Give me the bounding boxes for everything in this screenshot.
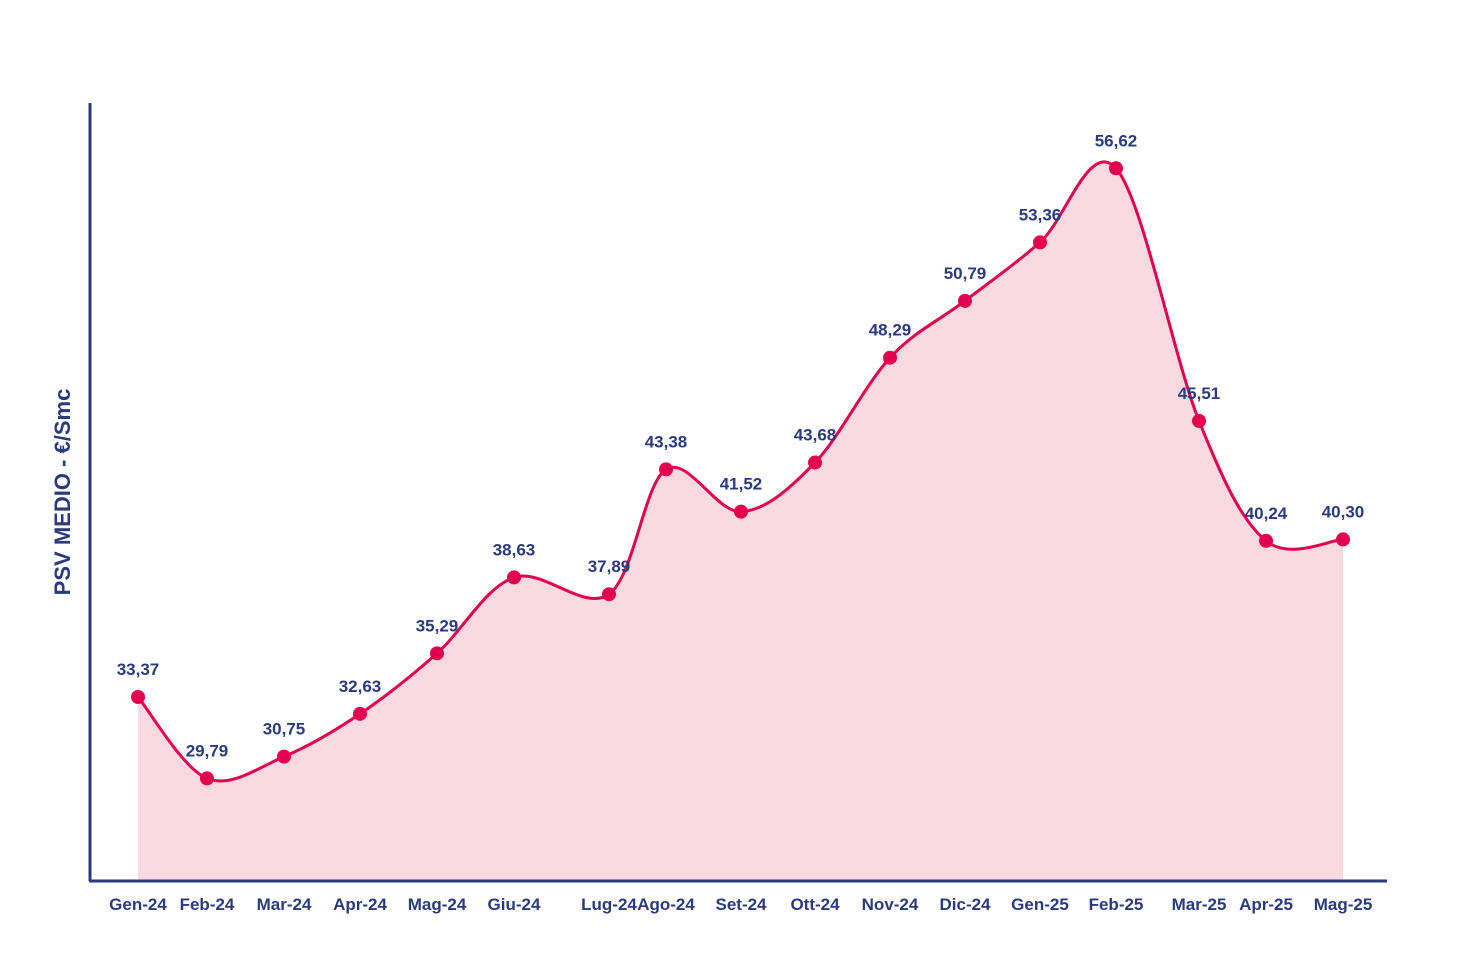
x-tick-label: Ott-24 (790, 895, 840, 914)
x-tick-label: Mar-25 (1172, 895, 1227, 914)
x-tick-label: Nov-24 (862, 895, 919, 914)
data-label: 38,63 (493, 540, 536, 559)
data-label: 43,68 (794, 426, 837, 445)
data-point (602, 587, 616, 602)
data-point (200, 771, 214, 786)
data-point (1259, 533, 1273, 548)
data-point (1336, 532, 1350, 547)
data-label: 41,52 (720, 475, 763, 494)
data-label: 37,89 (588, 557, 631, 576)
x-tick-label: Ago-24 (637, 895, 695, 914)
data-point (1109, 161, 1123, 176)
data-point (808, 455, 822, 470)
data-label: 40,30 (1322, 502, 1365, 521)
data-point (353, 706, 367, 721)
y-axis-title: PSV MEDIO - €/Smc (50, 389, 75, 596)
data-label: 40,24 (1245, 504, 1288, 523)
area-fill (138, 161, 1343, 881)
x-tick-label: Mar-24 (257, 895, 312, 914)
data-labels: 33,37 29,79 30,75 32,63 35,29 38,63 37,89 43,38… (117, 131, 1365, 760)
data-label: 53,36 (1019, 205, 1062, 224)
data-point (507, 570, 521, 585)
data-point (883, 350, 897, 365)
data-point (131, 690, 145, 704)
data-points (131, 161, 1350, 786)
data-point (1033, 235, 1047, 250)
x-tick-label: Apr-25 (1239, 895, 1293, 914)
data-label: 30,75 (263, 720, 306, 739)
x-tick-label: Lug-24 (581, 895, 637, 914)
data-point (277, 749, 291, 764)
x-tick-label: Giu-24 (488, 895, 541, 914)
data-label: 35,29 (416, 616, 459, 635)
x-tick-labels: Gen-24 Feb-24 Mar-24 Apr-24 Mag-24 Giu-24 Lug-… (109, 895, 1372, 914)
x-tick-label: Gen-25 (1011, 895, 1069, 914)
data-point (430, 646, 444, 661)
x-tick-label: Mag-24 (408, 895, 467, 914)
data-point (1192, 413, 1206, 428)
x-tick-label: Dic-24 (939, 895, 991, 914)
x-tick-label: Feb-24 (180, 895, 235, 914)
data-point (659, 462, 673, 477)
data-label: 48,29 (869, 321, 912, 340)
data-label: 45,51 (1178, 384, 1221, 403)
x-tick-label: Mag-25 (1314, 895, 1373, 914)
data-point (958, 293, 972, 308)
data-label: 50,79 (944, 264, 987, 283)
data-label: 32,63 (339, 677, 382, 696)
x-tick-label: Set-24 (715, 895, 767, 914)
x-tick-label: Feb-25 (1089, 895, 1144, 914)
data-label: 29,79 (186, 741, 229, 760)
data-label: 33,37 (117, 660, 160, 679)
x-tick-label: Gen-24 (109, 895, 167, 914)
x-tick-label: Apr-24 (333, 895, 387, 914)
data-label: 43,38 (645, 432, 688, 451)
data-label: 56,62 (1095, 131, 1138, 150)
data-point (734, 504, 748, 519)
